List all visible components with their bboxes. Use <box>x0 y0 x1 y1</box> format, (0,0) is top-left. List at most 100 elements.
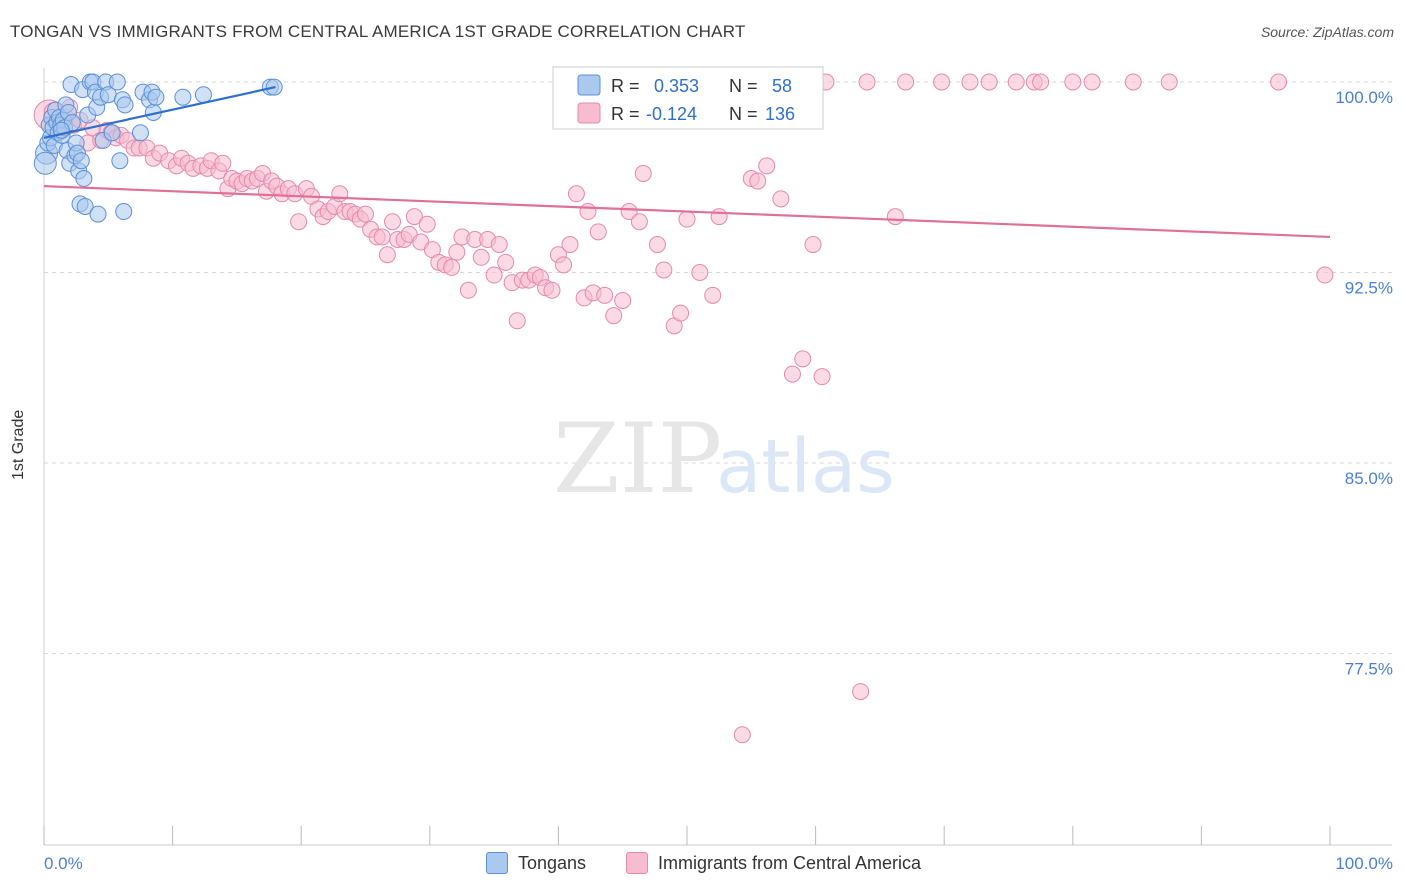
source-label: Source: ZipAtlas.com <box>1260 24 1394 40</box>
cam-point <box>1124 73 1142 91</box>
stats-swatch-cam <box>577 102 601 124</box>
stats-n-label-2: N = <box>729 104 758 124</box>
cam-point <box>497 253 515 271</box>
cam-point <box>772 190 790 208</box>
cam-point <box>405 208 423 226</box>
tongan-point <box>116 96 134 114</box>
cam-point <box>614 291 632 309</box>
x-tick-label: 100.0% <box>1335 854 1393 873</box>
cam-point <box>384 213 402 231</box>
cam-point <box>886 208 904 226</box>
watermark-zip: ZIP <box>553 403 722 515</box>
cam-point <box>794 350 812 368</box>
tongan-point <box>33 151 57 175</box>
cam-point <box>655 261 673 279</box>
cam-point <box>704 286 722 304</box>
y-tick-label: 100.0% <box>1335 88 1393 107</box>
stats-n-value-2: 136 <box>765 104 795 124</box>
legend-label-central-america: Immigrants from Central America <box>658 852 922 873</box>
x-tick-label: 0.0% <box>44 854 83 873</box>
legend-item-tongans[interactable]: Tongans <box>486 852 586 874</box>
cam-point <box>804 236 822 254</box>
cam-point <box>472 248 490 266</box>
cam-point <box>1083 73 1101 91</box>
cam-point <box>485 266 503 284</box>
cam-point <box>373 228 391 246</box>
stats-swatch-tongans <box>577 74 601 96</box>
chart-title: TONGAN VS IMMIGRANTS FROM CENTRAL AMERIC… <box>10 22 746 41</box>
cam-point <box>605 307 623 325</box>
cam-point <box>634 164 652 182</box>
tongan-point <box>115 203 133 221</box>
cam-point <box>589 223 607 241</box>
cam-point <box>443 258 461 276</box>
tongan-point <box>147 88 165 106</box>
cam-point <box>290 213 308 231</box>
cam-point <box>214 154 232 172</box>
cam-point <box>1007 73 1025 91</box>
cam-point <box>620 203 638 221</box>
tongan-point <box>108 73 126 91</box>
cam-point <box>758 157 776 175</box>
cam-point <box>980 73 998 91</box>
cam-point <box>555 256 573 274</box>
watermark-atlas: atlas <box>716 424 895 510</box>
cam-point <box>1064 73 1082 91</box>
cam-point <box>1160 73 1178 91</box>
tongan-point <box>75 170 93 188</box>
stats-r-value-2: -0.124 <box>646 104 697 124</box>
tongan-point <box>174 88 192 106</box>
cam-point <box>378 246 396 264</box>
cam-point <box>331 185 349 203</box>
cam-point <box>648 236 666 254</box>
cam-point <box>961 73 979 91</box>
cam-point <box>418 215 436 233</box>
cam-point <box>630 213 648 231</box>
legend-swatch-tongans <box>486 852 508 874</box>
y-tick-label: 92.5% <box>1345 279 1393 298</box>
legend-swatch-central-america <box>626 852 648 874</box>
tongan-point <box>89 205 107 223</box>
legend-label-tongans: Tongans <box>518 852 587 873</box>
cam-point <box>490 236 508 254</box>
tongan-point <box>76 197 94 215</box>
legend-item-central-america[interactable]: Immigrants from Central America <box>626 852 921 874</box>
cam-point <box>567 185 585 203</box>
cam-point <box>813 368 831 386</box>
cam-point <box>933 73 951 91</box>
tongan-trendline <box>43 86 276 139</box>
cam-point <box>543 281 561 299</box>
cam-point <box>783 365 801 383</box>
cam-point <box>508 312 526 330</box>
tongan-point <box>194 86 212 104</box>
cam-point <box>858 73 876 91</box>
stats-r-label-1: R = <box>611 76 640 96</box>
tongan-point <box>72 152 90 170</box>
cam-point <box>897 73 915 91</box>
cam-point <box>596 286 614 304</box>
cam-point <box>678 210 696 228</box>
cam-point <box>749 172 767 190</box>
cam-point <box>672 304 690 322</box>
tongan-point <box>111 152 129 170</box>
stats-n-value-1: 58 <box>772 76 792 96</box>
stats-r-label-2: R = <box>611 104 640 124</box>
y-tick-label: 85.0% <box>1345 469 1393 488</box>
cam-point <box>1270 73 1288 91</box>
stats-box: R = 0.353 N = 58 R = -0.124 N = 136 <box>552 66 824 130</box>
tongan-point <box>103 124 121 142</box>
cam-point <box>357 205 374 223</box>
cam-point <box>691 264 709 281</box>
cam-point <box>710 208 728 226</box>
stats-n-label-1: N = <box>729 76 758 96</box>
cam-point <box>561 236 579 254</box>
tongan-point <box>131 124 149 142</box>
cam-point <box>852 683 870 701</box>
cam-trendline <box>43 185 1331 239</box>
cam-point <box>1316 266 1334 284</box>
cam-point <box>579 203 597 221</box>
cam-point <box>459 281 477 299</box>
y-tick-label: 77.5% <box>1345 660 1393 679</box>
stats-r-value-1: 0.353 <box>654 76 699 96</box>
